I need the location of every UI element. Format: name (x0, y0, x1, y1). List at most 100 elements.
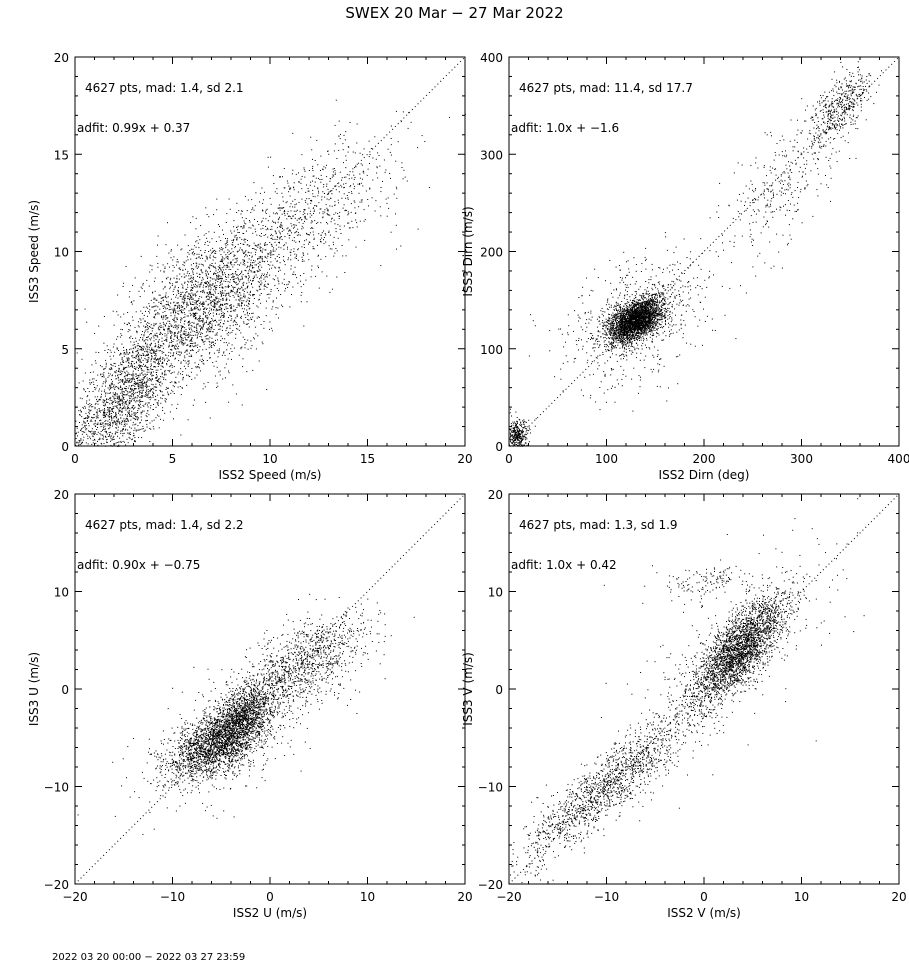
data-point (164, 372, 166, 374)
data-point (177, 333, 179, 335)
data-point (130, 415, 132, 417)
data-point (120, 406, 122, 408)
data-point (294, 257, 296, 259)
data-point (132, 319, 134, 321)
data-point (99, 388, 100, 390)
data-point (76, 441, 78, 443)
data-point (629, 325, 631, 327)
data-point (99, 424, 101, 425)
data-point (650, 308, 652, 310)
data-point (144, 330, 146, 332)
data-point (155, 314, 156, 316)
data-point (337, 213, 339, 215)
data-point (216, 334, 218, 336)
data-point (146, 361, 148, 363)
data-point (169, 286, 171, 288)
data-point (261, 266, 263, 268)
data-point (125, 388, 127, 390)
data-point (225, 295, 227, 297)
data-point (151, 356, 153, 358)
data-point (236, 292, 238, 293)
data-point (339, 215, 340, 217)
data-point (236, 315, 238, 317)
data-point (234, 254, 236, 256)
data-point (300, 275, 301, 277)
data-point (177, 327, 179, 329)
data-point (207, 323, 209, 325)
data-point (270, 290, 272, 292)
data-point (278, 270, 279, 272)
data-point (295, 231, 297, 233)
data-point (234, 235, 236, 237)
data-point (168, 345, 170, 347)
data-point (243, 296, 245, 298)
data-point (92, 442, 94, 444)
data-point (341, 245, 343, 246)
data-point (252, 207, 254, 209)
data-point (159, 384, 160, 386)
data-point (172, 355, 174, 357)
data-point (119, 379, 121, 381)
data-point (200, 332, 202, 334)
data-point (125, 380, 127, 382)
data-point (206, 258, 208, 260)
data-point (118, 364, 120, 366)
data-point (132, 365, 133, 367)
data-point (135, 441, 136, 443)
data-point (175, 345, 177, 347)
data-point (241, 297, 243, 299)
data-point (137, 385, 139, 387)
data-point (151, 420, 153, 422)
data-point (105, 381, 107, 382)
data-point (101, 443, 103, 445)
data-point (233, 264, 235, 266)
data-point (163, 323, 165, 325)
data-point (149, 391, 151, 393)
data-point (217, 279, 219, 280)
data-point (178, 304, 180, 306)
data-point (155, 417, 157, 419)
data-point (114, 371, 116, 373)
data-point (132, 391, 134, 393)
data-point (200, 336, 202, 338)
data-point (160, 418, 161, 420)
data-point (253, 182, 255, 184)
data-point (230, 311, 232, 313)
data-point (202, 340, 204, 342)
data-point (208, 328, 210, 330)
data-point (94, 419, 96, 421)
data-point (208, 266, 210, 268)
data-point (177, 305, 179, 307)
data-point (235, 293, 237, 295)
data-point (401, 167, 403, 168)
data-point (169, 342, 171, 344)
data-point (410, 121, 412, 123)
data-point (100, 411, 101, 413)
data-point (91, 433, 93, 435)
data-point (111, 383, 113, 385)
data-point (251, 345, 253, 347)
data-point (218, 309, 220, 311)
y-tick-label: 5 (61, 343, 69, 357)
data-point (312, 227, 314, 229)
data-point (150, 380, 152, 382)
data-point (103, 342, 105, 344)
data-point (187, 286, 189, 288)
data-point (261, 256, 263, 258)
data-point (271, 226, 273, 228)
data-point (96, 413, 98, 415)
data-point (121, 414, 123, 416)
data-point (157, 306, 159, 308)
data-point (241, 249, 243, 251)
data-point (127, 407, 129, 409)
data-point (259, 201, 261, 203)
data-point (216, 275, 218, 277)
data-point (638, 335, 640, 337)
data-point (184, 360, 186, 362)
data-point (174, 358, 176, 360)
data-point (208, 216, 210, 218)
data-point (228, 253, 230, 255)
data-point (147, 406, 149, 408)
data-point (200, 326, 202, 328)
data-point (658, 283, 660, 285)
